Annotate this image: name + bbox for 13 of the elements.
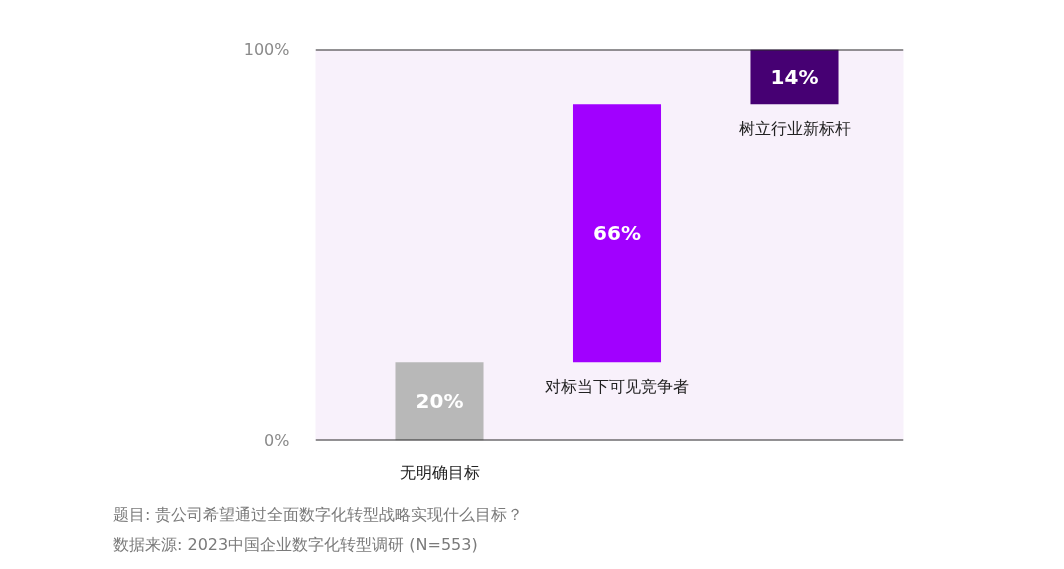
- x-tick-label: 对标当下可见竞争者: [545, 376, 689, 396]
- bar: [395, 362, 484, 441]
- y-tick-label: 0%: [264, 431, 290, 450]
- y-tick-label: 100%: [243, 40, 290, 59]
- data-label: 66%: [593, 221, 641, 246]
- x-tick-label: 树立行业新标杆: [738, 118, 851, 138]
- source-note: 数据来源: 2023中国企业数字化转型调研 (N=553): [113, 534, 478, 556]
- x-tick-label: 无明确目标: [399, 462, 480, 482]
- bar: [750, 49, 839, 105]
- data-label: 14%: [770, 64, 819, 89]
- data-label: 20%: [415, 389, 464, 414]
- text: 题目: 贵公司希望通过全面数字化转型战略实现什么目标？: [113, 504, 524, 526]
- bar: [572, 104, 662, 363]
